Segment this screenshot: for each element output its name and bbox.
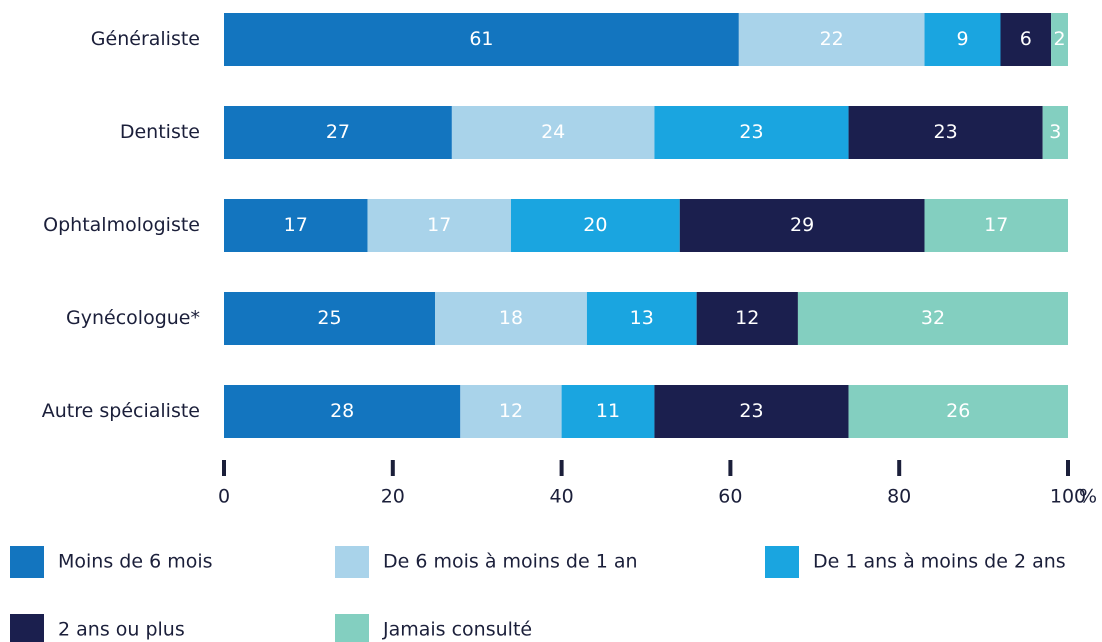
value-label: 2 <box>1054 28 1066 50</box>
bar-segment <box>654 385 849 438</box>
bar-segment <box>224 292 435 345</box>
value-label: 13 <box>630 307 654 329</box>
bar-segment <box>224 199 368 252</box>
legend-swatch <box>765 546 799 578</box>
value-label: 17 <box>984 214 1008 236</box>
value-label: 32 <box>921 307 945 329</box>
value-label: 22 <box>820 28 844 50</box>
category-label: Gynécologue* <box>66 307 200 329</box>
value-label: 18 <box>499 307 523 329</box>
value-label: 26 <box>946 400 970 422</box>
bar-segment <box>224 13 739 66</box>
value-label: 17 <box>427 214 451 236</box>
bar-segment <box>848 106 1043 159</box>
bar-segment <box>679 199 925 252</box>
x-unit: % <box>1079 486 1097 508</box>
value-label: 20 <box>583 214 607 236</box>
bar-segment <box>738 13 925 66</box>
bar-segment <box>848 385 1068 438</box>
value-label: 25 <box>317 307 341 329</box>
value-label: 11 <box>596 400 620 422</box>
bar-segment <box>1051 13 1068 66</box>
bar-segment <box>696 292 798 345</box>
bar-segment <box>561 385 655 438</box>
bar-segment <box>1042 106 1068 159</box>
bar-segment <box>797 292 1068 345</box>
value-label: 23 <box>934 121 958 143</box>
x-tick-label: 20 <box>381 486 405 508</box>
bar-segment <box>367 199 511 252</box>
value-label: 9 <box>956 28 968 50</box>
value-label: 29 <box>790 214 814 236</box>
bar-segment <box>460 385 562 438</box>
category-label: Autre spécialiste <box>42 400 200 422</box>
value-label: 61 <box>469 28 493 50</box>
value-label: 23 <box>739 121 763 143</box>
x-tick-label: 0 <box>218 486 230 508</box>
value-label: 24 <box>541 121 565 143</box>
bar-segment <box>924 13 1001 66</box>
legend-swatch <box>335 546 369 578</box>
legend-swatch <box>335 614 369 642</box>
bar-segment <box>924 199 1068 252</box>
category-label: Ophtalmologiste <box>43 214 200 236</box>
bar-segment <box>224 385 461 438</box>
bar-segment <box>654 106 849 159</box>
legend-label: Jamais consulté <box>382 619 532 641</box>
x-tick-label: 40 <box>550 486 574 508</box>
legend-label: Moins de 6 mois <box>58 551 213 573</box>
legend-swatch <box>10 614 44 642</box>
category-label: Dentiste <box>120 121 200 143</box>
category-label: Généraliste <box>91 28 200 50</box>
value-label: 17 <box>284 214 308 236</box>
x-tick-label: 80 <box>887 486 911 508</box>
value-label: 28 <box>330 400 354 422</box>
x-tick-label: 60 <box>718 486 742 508</box>
bar-segment <box>1000 13 1052 66</box>
value-label: 27 <box>326 121 350 143</box>
value-label: 12 <box>735 307 759 329</box>
bar-segment <box>586 292 697 345</box>
bar-segment <box>224 106 452 159</box>
bar-segment <box>451 106 655 159</box>
x-tick-label: 100 <box>1050 486 1086 508</box>
legend-label: De 1 ans à moins de 2 ans <box>813 551 1066 573</box>
value-label: 6 <box>1020 28 1032 50</box>
bar-segment <box>510 199 680 252</box>
value-label: 3 <box>1049 121 1061 143</box>
legend-label: 2 ans ou plus <box>58 619 185 641</box>
value-label: 12 <box>499 400 523 422</box>
legend-label: De 6 mois à moins de 1 an <box>383 551 638 573</box>
legend-swatch <box>10 546 44 578</box>
value-label: 23 <box>739 400 763 422</box>
bar-segment <box>435 292 587 345</box>
